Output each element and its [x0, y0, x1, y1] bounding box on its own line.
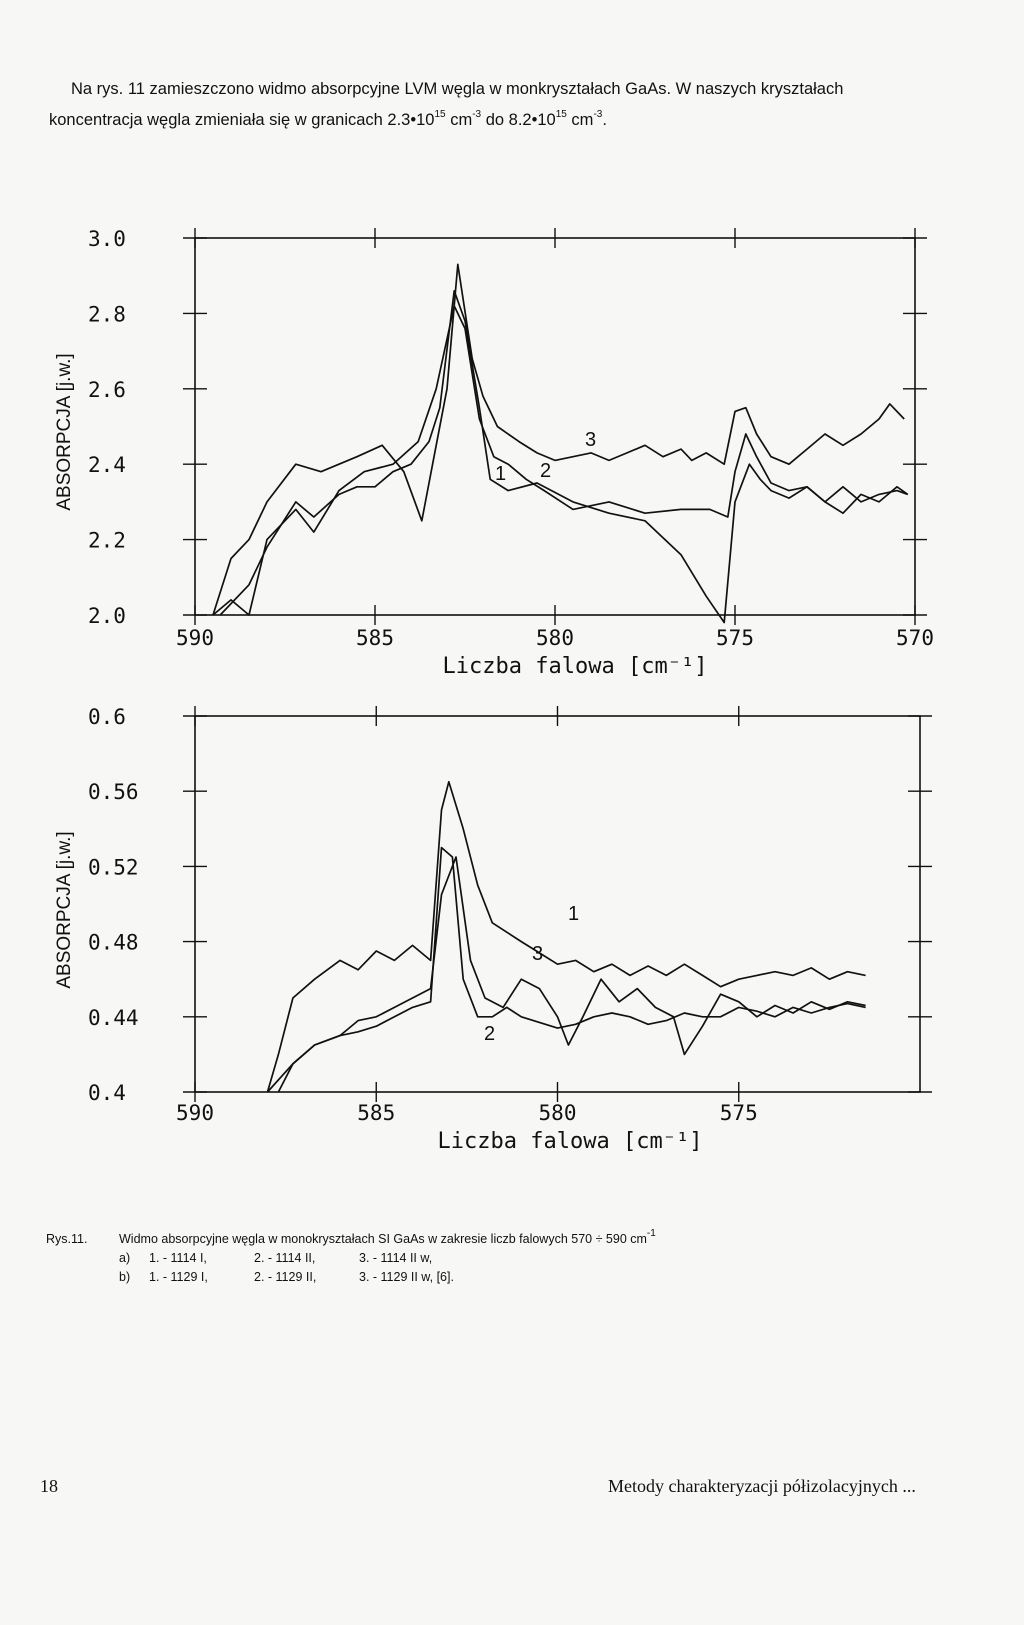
panel-a-x-tick-label: 575: [716, 626, 754, 650]
intro-text-e: .: [602, 111, 607, 129]
panel-a-y-tick-label: 2.2: [88, 529, 126, 553]
panel-a-x-axis-label: Liczba falowa [cm⁻¹]: [443, 654, 708, 679]
caption-row-b-key: b): [119, 1270, 131, 1284]
caption-row-a-c3: 3. - 1114 II w,: [359, 1251, 433, 1265]
intro-sup-2: -3: [472, 108, 482, 120]
caption-text: Widmo absorpcyjne węgla w monokryształac…: [119, 1227, 656, 1249]
panel-b-y-tick-label: 0.6: [88, 705, 126, 729]
intro-text-d: cm: [566, 111, 594, 129]
intro-text-a: koncentracja węgla zmieniała się w grani…: [49, 111, 435, 129]
caption-sup: -1: [646, 1227, 656, 1239]
caption-row-a: a) 1. - 1114 I, 2. - 1114 II, 3. - 1114 …: [46, 1249, 656, 1268]
intro-sup-3: 15: [555, 108, 567, 120]
caption-row-b: b) 1. - 1129 I, 2. - 1129 II, 3. - 1129 …: [46, 1268, 656, 1287]
intro-text-c: do 8.2•10: [481, 111, 556, 129]
panel-b-x-tick-label: 590: [176, 1101, 214, 1125]
intro-sup-4: -3: [593, 108, 603, 120]
panel-a-x-tick-label: 585: [356, 626, 394, 650]
caption-row-b-c2: 2. - 1129 II,: [254, 1270, 317, 1284]
intro-paragraph: Na rys. 11 zamieszczono widmo absorpcyjn…: [49, 74, 989, 136]
intro-line-1: Na rys. 11 zamieszczono widmo absorpcyjn…: [71, 80, 844, 98]
panel-a-y-tick-label: 2.8: [88, 302, 126, 326]
panel-b-y-tick-label: 0.44: [88, 1006, 139, 1030]
intro-text-b: cm: [445, 111, 473, 129]
panel-a-y-tick-label: 3.0: [88, 227, 126, 251]
caption-row-a-c1: 1. - 1114 I,: [149, 1251, 207, 1265]
panel-b-x-tick-label: 580: [539, 1101, 577, 1125]
figure-caption: Rys.11. Widmo absorpcyjne węgla w monokr…: [46, 1227, 656, 1287]
panel-b-y-axis-label: ABSORPCJA [j.w.]: [54, 831, 75, 988]
panel-b-curve-label-2: 2: [484, 1023, 495, 1045]
panel-b-curve-label-3: 3: [532, 943, 543, 965]
panel-b-x-tick-label: 575: [720, 1101, 758, 1125]
panel-a-plot-frame: [194, 237, 916, 616]
running-title: Metody charakteryzacji półizolacyjnych .…: [608, 1476, 916, 1496]
caption-row-a-c2: 2. - 1114 II,: [254, 1251, 316, 1265]
panel-a-y-tick-label: 2.0: [88, 604, 126, 628]
page-number: 18: [40, 1476, 58, 1496]
panel-a-y-axis-label: ABSORPCJA [j.w.]: [54, 353, 75, 510]
panel-b-x-tick-label: 585: [357, 1101, 395, 1125]
intro-sup-1: 15: [434, 108, 446, 120]
panel-a-curve-label-1: 1: [495, 463, 506, 485]
panel-a-x-tick-label: 580: [536, 626, 574, 650]
caption-text-main: Widmo absorpcyjne węgla w monokryształac…: [119, 1232, 647, 1246]
panel-b-y-tick-label: 0.48: [88, 931, 139, 955]
panel-b-y-tick-label: 0.4: [88, 1081, 126, 1105]
panel-a-x-tick-label: 590: [176, 626, 214, 650]
panel-a-curve-label-3: 3: [585, 429, 596, 451]
caption-row-b-c3: 3. - 1129 II w, [6].: [359, 1270, 454, 1284]
panel-a-curve-label-2: 2: [540, 460, 551, 482]
panel-b-y-tick-label: 0.56: [88, 780, 139, 804]
panel-b-y-tick-label: 0.52: [88, 855, 139, 879]
panel-a-y-tick-label: 2.6: [88, 378, 126, 402]
caption-row-a-key: a): [119, 1251, 131, 1265]
panel-b-series-1-line: [266, 780, 866, 1093]
panel-a-series-3-line: [212, 263, 905, 616]
caption-row-b-c1: 1. - 1129 I,: [149, 1270, 208, 1284]
panel-b-curve-label-1: 1: [568, 903, 579, 925]
panel-b-x-axis-label: Liczba falowa [cm⁻¹]: [438, 1129, 703, 1154]
figure-rys-11: 2.0 2.2 2.4 2.6 2.8 3.0 590 585 580 575 570 ABSORPC…: [54, 227, 934, 1154]
panel-a-x-tick-label: 570: [896, 626, 934, 650]
intro-line-2: koncentracja węgla zmieniała się w grani…: [49, 105, 989, 136]
panel-a-y-tick-label: 2.4: [88, 453, 126, 477]
panel-a-series-1-line: [219, 289, 909, 624]
panel-b-series-3-line: [277, 856, 866, 1093]
caption-label: Rys.11.: [46, 1232, 88, 1246]
panel-b-plot-frame: [194, 715, 921, 1093]
panel-a-series-2-line: [212, 305, 909, 616]
